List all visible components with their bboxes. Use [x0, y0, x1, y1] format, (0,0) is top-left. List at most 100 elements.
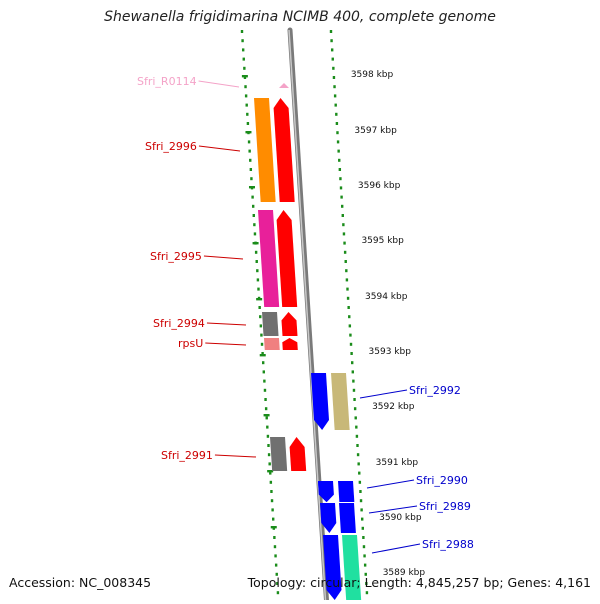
gene-color-bar: [262, 312, 279, 336]
left-track-tick: [259, 354, 266, 357]
left-track-dot: [263, 379, 266, 383]
gene-color-bar: [338, 481, 355, 502]
gene-feature-arrow: [273, 98, 295, 202]
right-track-dot: [346, 296, 350, 300]
left-track-dot: [250, 177, 253, 181]
left-track-dot: [266, 434, 270, 438]
left-track-dot: [258, 306, 261, 309]
right-track-dot: [349, 333, 352, 337]
left-track-dot: [246, 122, 250, 125]
left-track-dot: [255, 260, 258, 263]
gene-color-bar: [331, 373, 350, 430]
left-track-dot: [246, 112, 249, 116]
gene-label-line: [198, 80, 240, 88]
right-track-dot: [354, 416, 357, 420]
left-track-dot: [262, 370, 265, 374]
left-track-tick: [270, 526, 277, 529]
left-track-dot: [271, 508, 274, 512]
right-track-dot: [350, 361, 354, 365]
left-track-dot: [264, 398, 267, 401]
left-track-dot: [261, 361, 265, 365]
right-track-dot: [355, 434, 359, 438]
left-track-dot: [274, 554, 277, 558]
gene-label: Sfri_2995: [150, 250, 202, 263]
left-track-dot: [243, 76, 247, 79]
right-track-dot: [365, 582, 368, 585]
left-track-dot: [260, 333, 263, 337]
left-track-dot: [267, 444, 270, 447]
scale-tick-label: 3598 kbp: [351, 70, 394, 80]
gene-label: rpsU: [178, 337, 203, 350]
right-track-dot: [363, 554, 366, 558]
gene-label-line: [203, 255, 244, 260]
right-track-dot: [332, 66, 335, 70]
right-track-dot: [335, 112, 338, 116]
left-track-dot: [244, 94, 248, 98]
accession-text: Accession: NC_008345: [9, 575, 152, 590]
left-track-dot: [257, 287, 260, 291]
right-track-dot: [348, 324, 352, 328]
left-track-dot: [240, 30, 244, 33]
right-track-dot: [345, 269, 348, 273]
right-track-dot: [362, 536, 365, 539]
right-track-dot: [340, 204, 344, 208]
gene-feature-arrow: [323, 535, 342, 600]
left-track-dot: [266, 425, 269, 429]
left-track-dot: [270, 499, 274, 503]
left-track-dot: [243, 66, 246, 70]
gene-color-bar: [342, 535, 362, 600]
right-track-dot: [339, 177, 342, 181]
gene-label: Sfri_2990: [416, 474, 468, 487]
left-track-dot: [261, 352, 264, 355]
gene-label-line: [368, 505, 418, 514]
right-track-dot: [365, 591, 369, 595]
right-track-dot: [357, 462, 360, 466]
gene-feature-arrow: [281, 312, 298, 336]
scale-tick-label: 3597 kbp: [354, 126, 397, 136]
gene-label-line: [205, 342, 247, 346]
left-track-dot: [253, 232, 257, 236]
gene-label: Sfri_2988: [422, 538, 474, 551]
gene-feature-arrow: [276, 210, 298, 307]
right-track-dot: [345, 278, 349, 282]
left-track-dot: [248, 149, 251, 153]
gene-label: Sfri_2996: [145, 140, 197, 153]
right-track-dot: [346, 287, 349, 291]
left-track-dot: [247, 140, 251, 144]
right-track-dot: [359, 499, 363, 503]
right-track-dot: [341, 214, 344, 217]
right-track-dot: [358, 471, 361, 475]
left-track-dot: [273, 545, 277, 549]
left-track-dot: [242, 57, 245, 61]
right-track-dot: [337, 149, 340, 153]
right-track-dot: [347, 306, 350, 309]
right-track-dot: [361, 526, 364, 530]
right-track-dot: [353, 398, 356, 401]
left-track-dot: [249, 168, 253, 171]
gene-label-line: [214, 454, 257, 458]
right-track-dot: [333, 94, 337, 98]
left-track-dot: [269, 480, 273, 484]
scale-tick-label: 3589 kbp: [383, 568, 426, 578]
left-track-dot: [259, 324, 263, 328]
left-track-dot: [241, 39, 244, 43]
right-track-dot: [335, 122, 339, 125]
right-track-dot: [352, 388, 356, 392]
right-track-dot: [359, 490, 362, 493]
right-track-dot: [343, 241, 346, 245]
left-track-dot: [244, 85, 247, 89]
left-track-dot: [276, 582, 279, 585]
left-track-tick: [241, 75, 248, 78]
right-track-dot: [340, 195, 343, 199]
left-track-dot: [269, 471, 272, 475]
right-track-dot: [336, 131, 339, 135]
left-track-dot: [270, 490, 273, 493]
right-track-dot: [331, 57, 334, 61]
gene-label-line: [206, 322, 247, 326]
left-track-dot: [264, 407, 268, 411]
left-track-tick: [263, 414, 270, 417]
left-track-tick: [267, 470, 274, 473]
left-track-dot: [241, 48, 245, 52]
right-track-dot: [338, 168, 342, 171]
right-track-dot: [342, 223, 345, 227]
